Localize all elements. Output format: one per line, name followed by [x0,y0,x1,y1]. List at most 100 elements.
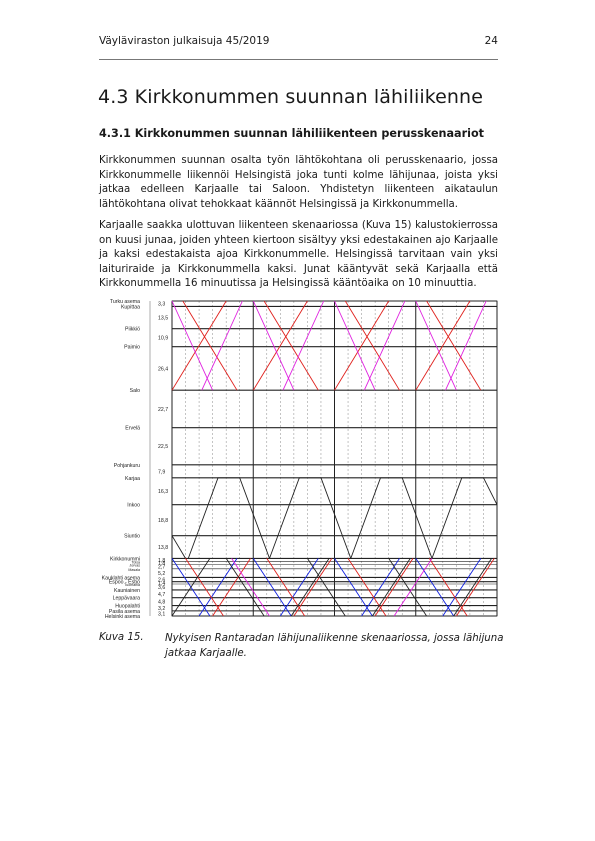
train-path-red [182,300,238,391]
station-label: Kauniainen [114,588,140,594]
publication-title: Väyläviraston julkaisuja 45/2019 [99,35,270,47]
segment-distance-label: 1,8 [158,561,165,567]
figure-caption-label: Kuva 15. [99,632,144,643]
train-path-black [171,558,211,617]
train-path-red [428,558,468,617]
train-path-black [171,535,186,559]
segment-distance-label: 5,2 [158,571,165,577]
body-paragraph-2: Karjaalle saakka ulottuvan liikenteen sk… [99,220,498,290]
train-path-black [269,477,352,559]
page-number: 24 [484,35,498,47]
train-path-magenta [231,558,270,617]
train-path-magenta [252,300,295,391]
segment-distance-label: 10,9 [158,336,168,342]
train-path-red [344,300,400,391]
train-paths [171,300,498,617]
train-path-magenta [415,300,457,391]
segment-distance-label: 3,3 [158,302,165,308]
segment-distance-label: 4,8 [158,600,165,606]
train-path-magenta [334,300,376,391]
segment-distance-label: 3,6 [158,585,165,591]
station-label: Karjaa [125,476,140,482]
train-path-magenta [171,300,214,391]
segment-distance-label: 13,5 [158,316,168,322]
station-label: Jorvas [129,563,140,567]
train-path-blue [279,558,319,617]
subsection-heading: 4.3.1 Kirkkonummen suunnan lähiliikentee… [99,127,484,140]
train-path-black [431,477,498,559]
train-path-blue [198,558,238,617]
train-path-red [456,558,495,617]
station-label: Paimio [124,345,140,351]
station-label: Piikkiö [125,327,140,333]
segment-distance-label: 3,2 [158,606,165,612]
train-path-red [185,558,224,617]
station-label: Pasila asema [109,609,140,615]
train-path-blue [334,558,373,617]
train-path-blue [442,558,482,617]
train-path-blue [252,558,292,617]
train-path-red [347,558,387,617]
station-label: Pohjankuru [114,463,140,469]
train-path-red [252,300,308,391]
station-label: Huopalahti [115,604,140,610]
station-label: Helsinki asema [105,614,140,620]
body-paragraph-1: Kirkkonummen suunnan osalta työn lähtöko… [99,155,498,210]
train-path-black [372,558,411,617]
station-label: Siuntio [124,534,140,540]
segment-distance-label: 7,9 [158,469,165,475]
train-path-red [266,558,306,617]
station-label: Leppävaara [113,596,141,602]
station-label: Kauklahti asema [102,575,140,581]
train-path-red [263,300,319,391]
train-path-red [415,300,471,391]
train-path-black [350,477,433,559]
segment-distance-label: 22,5 [158,444,168,450]
station-label: Tolsa [132,560,140,564]
train-path-black [453,558,492,617]
train-path-magenta [393,558,433,617]
segment-distance-label: 16,3 [158,489,168,495]
header-divider [99,59,498,60]
train-path-red [293,558,333,617]
segment-distance-label: 2,6 [158,578,165,584]
station-label: Turku asema [110,299,140,305]
segment-distance-label: 26,4 [158,366,168,372]
station-label: Inkoo [127,503,140,509]
train-path-blue [415,558,455,617]
train-path-magenta [201,300,243,391]
train-path-black [388,558,427,617]
train-path-red [426,300,482,391]
station-label: Masala [128,568,140,572]
train-path-red [374,558,414,617]
train-path-magenta [445,300,487,391]
train-path-black [307,558,346,617]
station-label: Salo [130,388,140,394]
station-label: Kirkkonummi [110,556,140,562]
station-label: Tuomarila [124,583,140,587]
station-label: Espoo - Esbo [109,580,140,586]
segment-distance-label: 13,8 [158,545,168,551]
train-path-red [212,558,251,617]
segment-distance-label: 1,8 [158,558,165,564]
segment-distance-label: 22,7 [158,407,168,413]
train-path-black [225,558,265,617]
section-heading: 4.3 Kirkkonummen suunnan lähiliikenne [98,86,483,108]
figure-caption-text: Nykyisen Rantaradan lähijunaliikenne ske… [165,633,504,659]
train-path-black [187,477,270,559]
train-path-black [290,558,330,617]
train-path-blue [361,558,400,617]
train-path-red [334,300,390,391]
segment-distance-label: 3,1 [158,611,165,617]
segment-distance-label: 18,8 [158,518,168,524]
timetable-grid [149,300,498,617]
segment-distance-label: 1,4 [158,581,165,587]
train-path-magenta [363,300,406,391]
segment-distance-label: 4,7 [158,592,165,598]
station-label: Ervelä [125,426,140,432]
train-path-red [171,300,227,391]
train-path-magenta [282,300,325,391]
station-label: Kupittaa [121,304,140,310]
